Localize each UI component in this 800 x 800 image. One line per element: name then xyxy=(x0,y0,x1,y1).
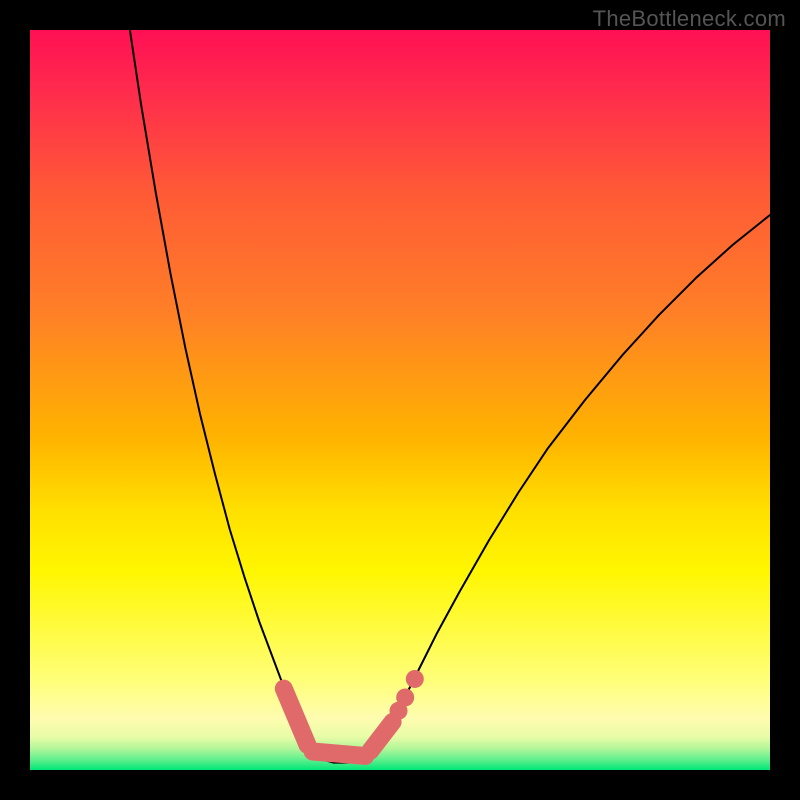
chart-frame: TheBottleneck.com xyxy=(0,0,800,800)
marker-dash xyxy=(370,722,392,751)
marker-layer xyxy=(284,670,424,756)
marker-dot xyxy=(396,688,414,706)
bottleneck-curve xyxy=(130,30,770,763)
curve-layer xyxy=(30,30,770,770)
marker-dash xyxy=(313,752,366,756)
marker-dash xyxy=(284,689,308,745)
marker-dot xyxy=(406,670,424,688)
plot-area xyxy=(30,30,770,770)
watermark-text: TheBottleneck.com xyxy=(593,6,786,32)
